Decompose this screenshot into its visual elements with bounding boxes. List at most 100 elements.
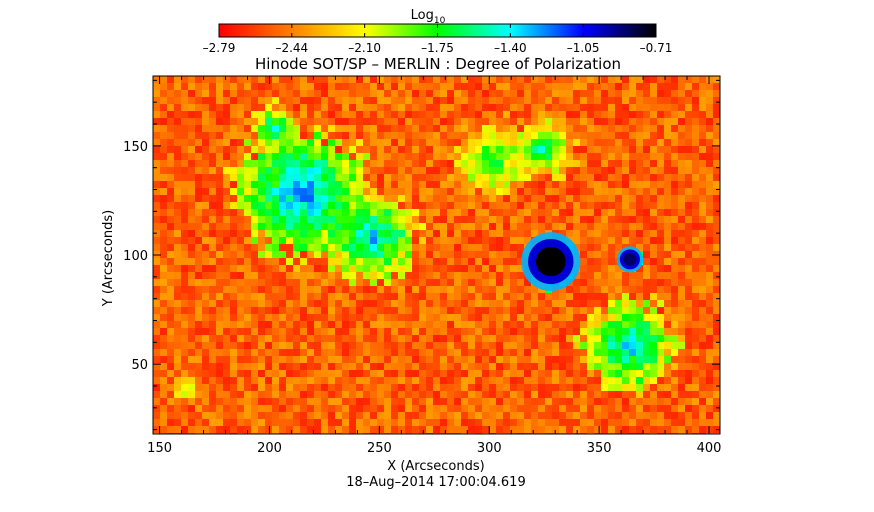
- heatmap-cell: [482, 97, 490, 105]
- heatmap-cell: [552, 188, 560, 196]
- heatmap-cell: [433, 370, 441, 378]
- heatmap-cell: [510, 251, 518, 259]
- heatmap-cell: [433, 377, 441, 385]
- heatmap-cell: [566, 398, 574, 406]
- heatmap-cell: [650, 377, 658, 385]
- heatmap-cell: [412, 405, 420, 413]
- heatmap-cell: [496, 104, 504, 112]
- heatmap-cell: [272, 223, 280, 231]
- heatmap-cell: [160, 83, 168, 91]
- heatmap-cell: [391, 76, 399, 84]
- heatmap-cell: [398, 83, 406, 91]
- heatmap-cell: [398, 237, 406, 245]
- heatmap-cell: [195, 153, 203, 161]
- heatmap-cell: [552, 335, 560, 343]
- heatmap-cell: [475, 384, 483, 392]
- heatmap-cell: [300, 237, 308, 245]
- heatmap-cell: [482, 251, 490, 259]
- heatmap-cell: [615, 244, 623, 252]
- heatmap-cell: [412, 132, 420, 140]
- heatmap-cell: [272, 188, 280, 196]
- heatmap-cell: [440, 195, 448, 203]
- heatmap-cell: [384, 146, 392, 154]
- heatmap-cell: [342, 160, 350, 168]
- heatmap-cell: [447, 391, 455, 399]
- heatmap-cell: [440, 405, 448, 413]
- heatmap-cell: [608, 265, 616, 273]
- heatmap-cell: [293, 293, 301, 301]
- heatmap-cell: [461, 104, 469, 112]
- heatmap-cell: [636, 272, 644, 280]
- heatmap-cell: [223, 83, 231, 91]
- heatmap-cell: [671, 293, 679, 301]
- heatmap-cell: [377, 279, 385, 287]
- heatmap-cell: [426, 111, 434, 119]
- heatmap-cell: [643, 237, 651, 245]
- heatmap-cell: [307, 272, 315, 280]
- heatmap-cell: [426, 83, 434, 91]
- heatmap-cell: [356, 90, 364, 98]
- heatmap-cell: [664, 321, 672, 329]
- heatmap-cell: [307, 384, 315, 392]
- heatmap-cell: [671, 76, 679, 84]
- heatmap-cell: [307, 111, 315, 119]
- heatmap-cell: [237, 363, 245, 371]
- heatmap-cell: [293, 314, 301, 322]
- heatmap-cell: [391, 83, 399, 91]
- heatmap-cell: [468, 251, 476, 259]
- heatmap-cell: [174, 314, 182, 322]
- heatmap-cell: [566, 342, 574, 350]
- heatmap-cell: [447, 104, 455, 112]
- heatmap-cell: [153, 202, 161, 210]
- heatmap-cell: [167, 349, 175, 357]
- heatmap-cell: [328, 125, 336, 133]
- heatmap-cell: [503, 181, 511, 189]
- heatmap-cell: [391, 363, 399, 371]
- heatmap-cell: [643, 335, 651, 343]
- heatmap-cell: [167, 307, 175, 315]
- heatmap-cell: [174, 76, 182, 84]
- heatmap-cell: [699, 146, 707, 154]
- heatmap-cell: [594, 265, 602, 273]
- heatmap-cell: [692, 377, 700, 385]
- heatmap-cell: [398, 419, 406, 427]
- heatmap-cell: [447, 307, 455, 315]
- heatmap-cell: [188, 83, 196, 91]
- heatmap-cell: [286, 139, 294, 147]
- heatmap-cell: [496, 111, 504, 119]
- heatmap-cell: [622, 335, 630, 343]
- heatmap-cell: [636, 335, 644, 343]
- heatmap-cell: [272, 314, 280, 322]
- heatmap-cell: [244, 125, 252, 133]
- heatmap-cell: [391, 118, 399, 126]
- heatmap-cell: [454, 237, 462, 245]
- heatmap-cell: [160, 272, 168, 280]
- heatmap-cell: [671, 342, 679, 350]
- heatmap-cell: [293, 342, 301, 350]
- heatmap-cell: [482, 377, 490, 385]
- heatmap-cell: [559, 139, 567, 147]
- heatmap-cell: [209, 132, 217, 140]
- heatmap-cell: [279, 258, 287, 266]
- heatmap-cell: [398, 370, 406, 378]
- heatmap-cell: [566, 153, 574, 161]
- heatmap-cell: [167, 104, 175, 112]
- heatmap-cell: [510, 279, 518, 287]
- heatmap-cell: [223, 377, 231, 385]
- heatmap-cell: [244, 342, 252, 350]
- heatmap-cell: [552, 356, 560, 364]
- heatmap-cell: [454, 377, 462, 385]
- heatmap-cell: [489, 230, 497, 238]
- heatmap-cell: [594, 363, 602, 371]
- heatmap-cell: [545, 363, 553, 371]
- heatmap-cell: [573, 419, 581, 427]
- heatmap-cell: [405, 153, 413, 161]
- heatmap-cell: [181, 216, 189, 224]
- heatmap-cell: [335, 118, 343, 126]
- heatmap-cell: [489, 125, 497, 133]
- heatmap-cell: [685, 188, 693, 196]
- heatmap-cell: [286, 356, 294, 364]
- heatmap-cell: [531, 139, 539, 147]
- heatmap-cell: [258, 244, 266, 252]
- heatmap-cell: [629, 419, 637, 427]
